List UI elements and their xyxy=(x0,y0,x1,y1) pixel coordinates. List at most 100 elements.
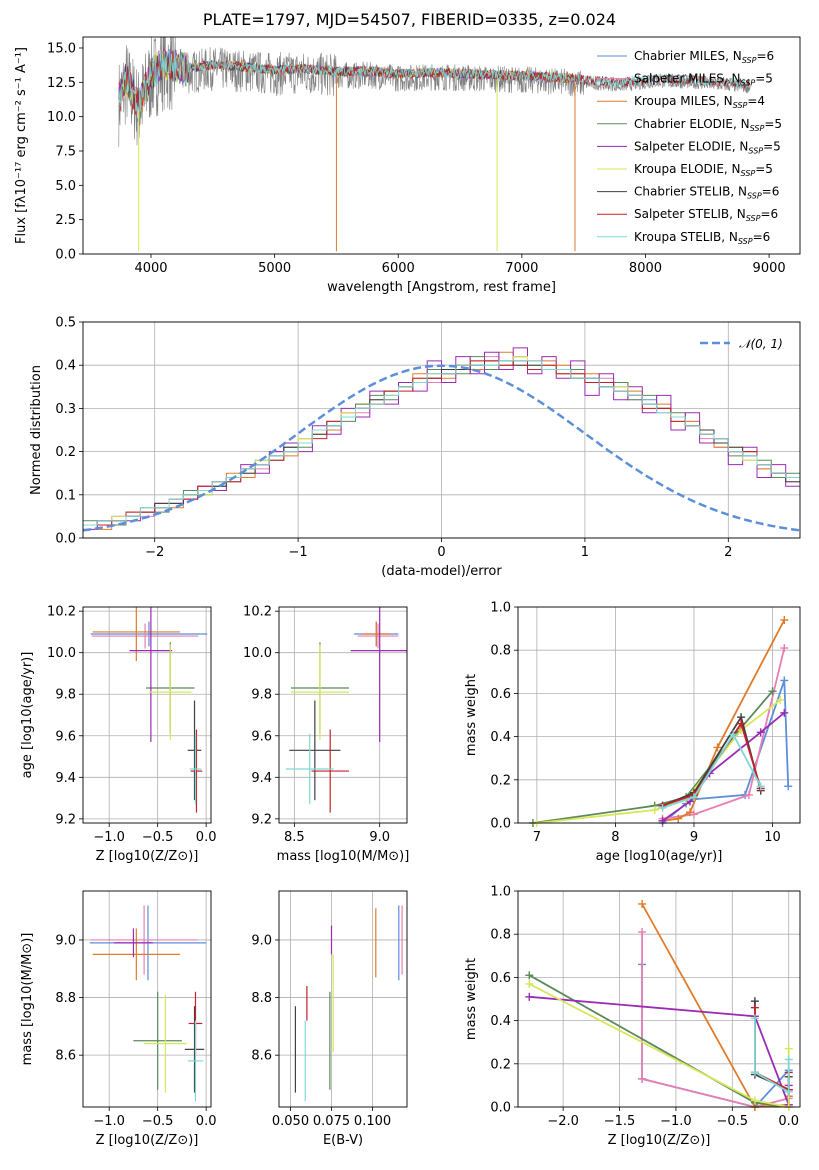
series-marker xyxy=(750,1003,759,1012)
errorbar-point-3 xyxy=(92,928,180,981)
y-tick-label: 10.0 xyxy=(47,110,76,125)
mass-weight-vs-age-plot-area xyxy=(528,615,793,827)
x-tick-label: −0.5 xyxy=(717,1114,749,1129)
legend-label: Salpeter ELODIE, NSSP=5 xyxy=(634,139,781,155)
y-tick-label: 0.4 xyxy=(490,1014,511,1029)
series-marker xyxy=(756,782,765,791)
x-tick-label: 8 xyxy=(611,830,619,845)
errorbar-point-4 xyxy=(133,991,182,1090)
y-axis-label: mass weight xyxy=(464,958,479,1040)
series-marker xyxy=(658,816,667,825)
errorbar-point-6 xyxy=(144,994,187,1093)
axes-border xyxy=(278,606,408,824)
series-line-9 xyxy=(662,732,762,809)
errorbar-point-5 xyxy=(350,607,407,742)
x-tick-label: 8.5 xyxy=(284,830,305,845)
axes-residuals: −2 −1 0 1 2 0.0 0.1 0.2 0.3 0.4 0.5 (data-model)/er… xyxy=(29,316,801,579)
series-marker xyxy=(525,992,534,1001)
series-marker xyxy=(674,814,683,823)
x-tick-label: 7 xyxy=(533,830,541,845)
legend-label: Chabrier STELIB, NSSP=6 xyxy=(634,185,779,201)
x-tick-label: −1.0 xyxy=(93,830,125,845)
errorbar-point-7 xyxy=(184,1006,205,1093)
errorbar-point-7 xyxy=(289,700,341,801)
y-tick-label: 8.8 xyxy=(251,991,272,1006)
x-tick-label: 2 xyxy=(724,545,732,560)
axes-border xyxy=(82,36,801,255)
x-tick-label: 9.0 xyxy=(369,830,390,845)
x-tick-label: 10 xyxy=(764,830,781,845)
figure-title: PLATE=1797, MJD=54507, FIBERID=0335, z=0… xyxy=(202,10,617,29)
errorbar-point-3 xyxy=(92,607,180,661)
legend-label: 𝒩(0, 1) xyxy=(739,337,783,351)
y-tick-label: 8.6 xyxy=(251,1049,272,1064)
y-tick-label: 10.2 xyxy=(243,605,272,620)
y-tick-label: 0.3 xyxy=(55,402,76,417)
errorbar-point-8 xyxy=(190,729,203,813)
x-tick-label: −1.0 xyxy=(93,1114,125,1129)
errorbar-point-2 xyxy=(90,905,198,975)
legend-label: Salpeter MILES, NSSP=5 xyxy=(634,72,773,88)
errorbar-point-9 xyxy=(187,1020,204,1102)
errorbar-point-8 xyxy=(311,729,349,813)
errorbar-point-7 xyxy=(187,700,202,801)
axes-border xyxy=(278,890,408,1108)
legend-label: Chabrier ELODIE, NSSP=5 xyxy=(634,117,782,133)
y-tick-label: 0.8 xyxy=(490,644,511,659)
errorbar-point-5 xyxy=(129,607,173,742)
series-marker xyxy=(768,687,777,696)
series-marker xyxy=(638,928,647,937)
x-tick-label: 9000 xyxy=(753,261,786,276)
errorbar-point-6 xyxy=(290,644,349,740)
series-marker xyxy=(689,793,698,802)
series-marker xyxy=(744,790,753,799)
series-marker xyxy=(713,743,722,752)
legend-label: Kroupa ELODIE, NSSP=5 xyxy=(634,162,773,178)
legend-label: Kroupa STELIB, NSSP=6 xyxy=(634,230,770,246)
x-tick-label: 1 xyxy=(581,545,589,560)
axes-border xyxy=(82,321,801,539)
errorbar-point-9 xyxy=(189,733,202,805)
x-axis-label: age [log10(age/yr)] xyxy=(596,849,723,864)
x-tick-label: 7000 xyxy=(505,261,538,276)
x-axis-label: E(B-V) xyxy=(323,1133,363,1148)
y-tick-label: 0.0 xyxy=(490,817,511,832)
axes-border xyxy=(517,606,801,824)
observed-spectrum-line xyxy=(118,37,751,147)
axes-age-vs-metallicity: −1.0 −0.5 0.0 9.2 9.4 9.6 9.8 10.0 10.2 Z [log10(… xyxy=(20,605,216,864)
y-tick-label: 9.2 xyxy=(251,812,272,827)
y-tick-label: 5.0 xyxy=(55,179,76,194)
axes-spectrum: 4000 5000 6000 7000 8000 9000 0.0 2.5 5.0 7.5 10.0… xyxy=(14,36,801,295)
x-tick-label: −1.0 xyxy=(660,1114,692,1129)
y-tick-label: 0.2 xyxy=(55,445,76,460)
x-tick-label: −0.5 xyxy=(142,1114,174,1129)
y-tick-label: 0.4 xyxy=(55,359,76,374)
x-axis-label: Z [log10(Z/Z⊙)] xyxy=(96,849,199,864)
mass-weight-vs-metallicity-plot-area xyxy=(525,899,793,1111)
axes-mass-vs-metallicity: −1.0 −0.5 0.0 8.6 8.8 9.0 Z [log10(Z/Z⊙)] mass … xyxy=(20,890,216,1148)
x-axis-label: mass [log10(M/M⊙)] xyxy=(277,849,410,864)
series-marker xyxy=(729,730,738,739)
y-axis-label: age [log10(age/yr)] xyxy=(20,652,35,779)
y-tick-label: 8.8 xyxy=(55,991,76,1006)
y-tick-label: 0.6 xyxy=(490,971,511,986)
x-tick-label: 4000 xyxy=(134,261,167,276)
series-marker xyxy=(737,719,746,728)
errorbar-point-2 xyxy=(91,623,199,649)
axes-mass-weight-vs-age: 7 8 9 10 0.0 0.2 0.4 0.6 0.8 1.0 age [log10(age/yr… xyxy=(464,601,801,864)
y-axis-label: Flux [fλ10⁻¹⁷ erg cm⁻² s⁻¹ A⁻¹] xyxy=(14,47,29,244)
series-marker xyxy=(686,808,695,817)
y-tick-label: 0.8 xyxy=(490,928,511,943)
y-tick-label: 1.0 xyxy=(490,601,511,616)
series-marker xyxy=(525,971,534,980)
series-marker xyxy=(650,806,659,815)
series-marker xyxy=(750,1068,759,1077)
axes-border xyxy=(82,606,212,824)
normal-curve xyxy=(83,364,800,532)
errorbar-point-9 xyxy=(285,733,334,805)
y-tick-label: 9.2 xyxy=(55,812,76,827)
model-line-9 xyxy=(118,49,751,120)
x-axis-label: wavelength [Angstrom, rest frame] xyxy=(327,280,556,295)
x-tick-label: 0.0 xyxy=(778,1114,799,1129)
series-marker xyxy=(525,979,534,988)
